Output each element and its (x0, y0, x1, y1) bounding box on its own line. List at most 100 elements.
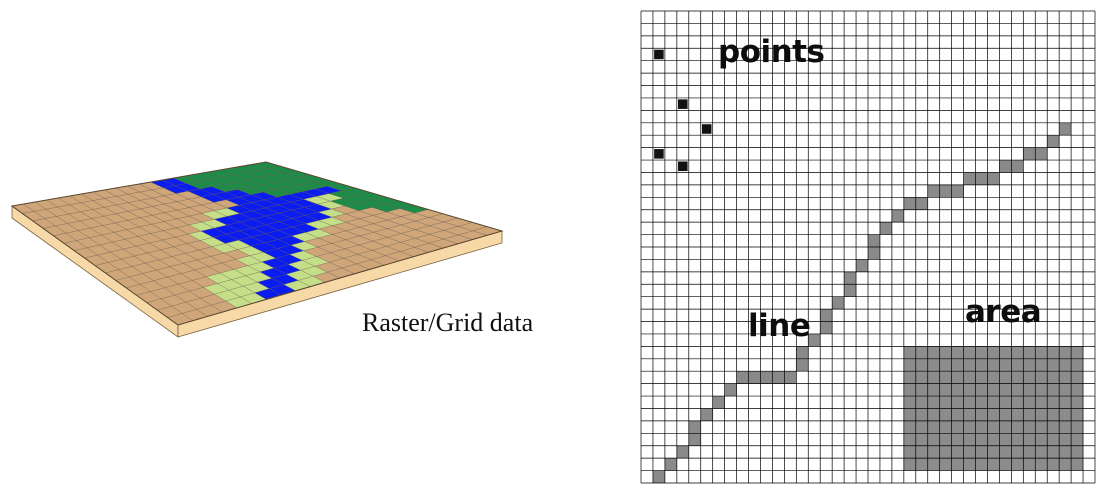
area-cell (963, 346, 976, 359)
raster-cell (265, 213, 293, 222)
raster-cell (214, 207, 240, 217)
raster-cell (303, 196, 331, 205)
raster-cell (269, 166, 296, 173)
raster-cell (331, 205, 359, 214)
area-cell (1047, 420, 1060, 434)
raster-cell (252, 216, 279, 225)
raster-cell (92, 198, 117, 208)
raster-cell (162, 237, 187, 247)
line-cell (939, 184, 952, 198)
area-cell (915, 346, 928, 359)
raster-cell (210, 177, 236, 185)
area-cell (1035, 346, 1048, 359)
points-label: points (718, 34, 825, 70)
raster-cell (160, 246, 186, 257)
raster-cell (121, 256, 146, 267)
raster-cell (317, 201, 345, 210)
area-cell (999, 346, 1012, 359)
area-cell (999, 408, 1012, 421)
line-cell (832, 296, 845, 310)
area-cell (999, 458, 1012, 471)
line-cell (903, 197, 916, 210)
raster-cell (65, 230, 89, 241)
raster-cell (123, 246, 148, 257)
raster-cell (139, 280, 165, 292)
raster-cell (167, 273, 193, 285)
raster-cell (345, 218, 374, 228)
area-cell (1023, 433, 1036, 446)
line-cell (975, 172, 988, 185)
area-label: area (965, 294, 1042, 330)
area-cell (915, 445, 928, 459)
area-cell (987, 445, 1000, 459)
raster-cell (242, 164, 270, 171)
raster-cell (44, 216, 68, 226)
grid-fills (652, 49, 1084, 483)
area-cell (1035, 358, 1048, 372)
raster-cell (163, 227, 189, 238)
raster-cell (169, 263, 195, 274)
raster-cell (231, 166, 258, 173)
raster-cell (164, 201, 190, 211)
area-cell (975, 358, 988, 372)
raster-cell (226, 222, 253, 231)
raster-cell (273, 179, 301, 187)
area-cell (903, 433, 916, 446)
raster-cell (57, 204, 81, 215)
line-cell (712, 396, 725, 409)
raster-cell (178, 280, 204, 292)
area-cell (1071, 358, 1084, 372)
area-cell (987, 383, 1000, 397)
raster-cell (74, 247, 98, 259)
raster-cell (173, 176, 199, 184)
raster-cell (304, 237, 332, 248)
raster-cell (175, 183, 200, 192)
raster-cell (213, 199, 240, 208)
raster-cell (271, 172, 299, 180)
area-cell (1011, 445, 1024, 459)
area-cell (987, 371, 1000, 384)
area-cell (999, 371, 1012, 384)
raster-gridline (53, 179, 326, 236)
raster-cell (199, 186, 226, 195)
raster-cell (81, 200, 105, 210)
raster-cell (213, 234, 239, 244)
area-cell (951, 383, 964, 397)
raster-cell (291, 232, 319, 242)
raster-cell (278, 227, 306, 236)
area-cell (903, 383, 916, 397)
area-cell (951, 458, 964, 471)
raster-cell (104, 188, 129, 197)
area-cell (951, 445, 964, 459)
raster-cell (237, 246, 264, 256)
line-cell (688, 433, 701, 446)
raster-cell (188, 231, 214, 241)
line-cell (700, 408, 713, 421)
raster-cell (247, 177, 274, 185)
raster-cell (137, 233, 163, 244)
raster-cell (162, 178, 187, 186)
area-cell (1023, 346, 1036, 359)
area-cell (1071, 371, 1084, 384)
area-cell (975, 458, 988, 471)
raster-cell (288, 260, 315, 271)
raster-cell (156, 266, 182, 278)
raster-cell (200, 294, 226, 306)
raster-cell (103, 213, 128, 223)
raster-cell (67, 221, 91, 231)
line-cell (1035, 147, 1048, 161)
line-cell (796, 358, 809, 372)
line-cell (868, 234, 880, 247)
raster-cell (278, 202, 305, 211)
raster-cell (128, 200, 153, 209)
raster-cell (151, 187, 177, 196)
raster-cell (43, 225, 66, 236)
area-cell (1059, 371, 1072, 384)
raster-cell (245, 170, 272, 178)
raster-cell (86, 244, 111, 256)
area-cell (1059, 458, 1072, 471)
raster-cell (257, 168, 284, 176)
raster-cell (176, 207, 202, 217)
area-cell (951, 396, 964, 409)
raster-gridline (63, 183, 340, 244)
